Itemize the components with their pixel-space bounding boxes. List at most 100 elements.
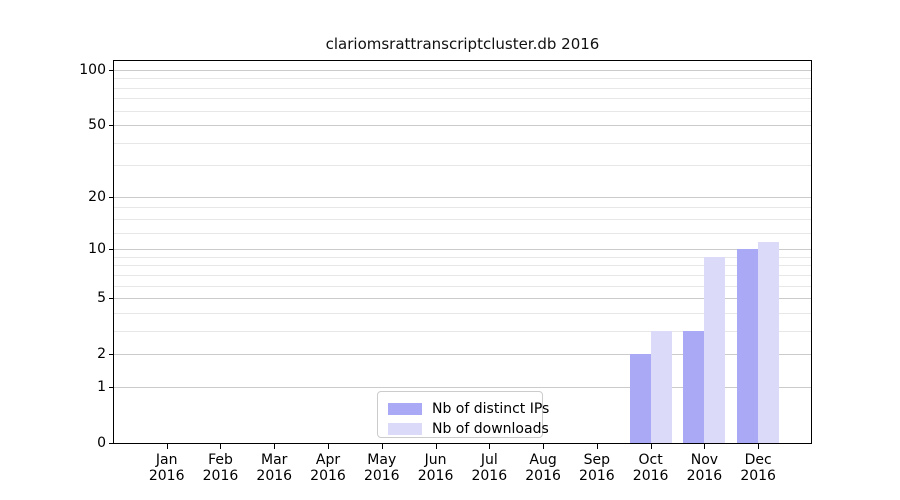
x-tick-label-line: 2016 (417, 468, 454, 484)
x-tick-mark (489, 444, 491, 449)
minor-gridline (114, 207, 811, 209)
legend-item-downloads: Nb of downloads (388, 419, 549, 439)
x-tick-label-line: 2016 (740, 468, 776, 484)
x-tick-mark (166, 444, 168, 449)
major-gridline (114, 298, 811, 300)
x-tick-label-line: 2016 (363, 468, 400, 484)
x-tick-label: Nov 2016 (677, 452, 731, 484)
bar-distinct-ips (737, 249, 759, 443)
x-tick-label-line: Jun (424, 452, 447, 468)
y-tick-mark (109, 298, 114, 300)
major-gridline (114, 386, 811, 388)
x-tick-mark (596, 444, 598, 449)
x-tick-label-line: 2016 (148, 468, 185, 484)
major-gridline (114, 125, 811, 127)
x-tick-label: Feb 2016 (193, 452, 247, 484)
x-tick-label-line: Nov (690, 452, 719, 468)
x-tick-label-line: Aug (529, 452, 557, 468)
minor-gridline (114, 256, 811, 258)
y-tick-mark (109, 386, 114, 388)
x-tick-mark (758, 444, 760, 449)
x-tick-mark (328, 444, 329, 449)
y-tick-label: 1 (97, 378, 106, 395)
major-gridline (114, 354, 811, 356)
minor-gridline (114, 110, 811, 112)
y-tick-mark (109, 249, 114, 251)
y-tick-label: 50 (88, 117, 106, 134)
x-tick-mark (543, 444, 545, 449)
x-tick-label-line: 2016 (310, 468, 346, 484)
minor-gridline (114, 274, 811, 276)
bar-distinct-ips (683, 330, 705, 443)
bar-downloads (704, 256, 726, 443)
x-tick-label-line: Jul (480, 452, 498, 468)
x-tick-label: Oct 2016 (624, 452, 678, 484)
bar-downloads (758, 242, 780, 443)
legend-label-distinct-ips: Nb of distinct IPs (432, 401, 550, 417)
legend-item-distinct-ips: Nb of distinct IPs (388, 399, 549, 419)
x-tick-label-line: 2016 (256, 468, 293, 484)
y-tick-label: 100 (79, 62, 106, 78)
x-tick-mark (274, 444, 276, 449)
legend-label-downloads: Nb of downloads (432, 421, 549, 437)
chart-title: clariomsrattranscriptcluster.db 2016 (325, 35, 600, 53)
x-tick-label-line: Oct (638, 452, 663, 468)
x-tick-label-line: Dec (744, 452, 772, 468)
x-tick-label-line: Apr (315, 452, 341, 468)
x-tick-label-line: Mar (261, 452, 288, 468)
x-tick-mark (650, 444, 652, 449)
x-tick-label-line: 2016 (202, 468, 239, 484)
minor-gridline (114, 142, 811, 144)
bar-distinct-ips (629, 354, 651, 443)
major-gridline (114, 70, 811, 71)
x-tick-label-line: 2016 (471, 468, 508, 484)
x-tick-label-line: Sep (583, 452, 611, 468)
x-tick-label: Sep 2016 (570, 452, 624, 484)
minor-gridline (114, 330, 811, 332)
y-tick-mark (109, 70, 114, 71)
y-tick-label: 0 (97, 435, 106, 451)
minor-gridline (114, 78, 811, 80)
minor-gridline (114, 87, 811, 89)
legend: Nb of distinct IPs Nb of downloads (377, 391, 549, 439)
minor-gridline (114, 285, 811, 287)
x-tick-label: Dec 2016 (731, 452, 785, 484)
x-tick-label: Jan 2016 (140, 452, 194, 484)
y-tick-label: 10 (88, 241, 106, 258)
legend-swatch-distinct-ips (388, 403, 422, 415)
x-tick-label-line: May (367, 452, 397, 468)
plot-area (113, 60, 812, 444)
major-gridline (114, 196, 811, 198)
minor-gridline (114, 265, 811, 267)
y-tick-label: 20 (88, 188, 106, 205)
y-tick-mark (109, 443, 114, 444)
legend-swatch-downloads (388, 423, 422, 435)
x-tick-label: May 2016 (355, 452, 409, 484)
x-tick-label-line: 2016 (579, 468, 615, 484)
x-tick-label-line: 2016 (525, 468, 561, 484)
minor-gridline (114, 165, 811, 167)
y-tick-mark (109, 196, 114, 198)
y-tick-mark (109, 125, 114, 127)
minor-gridline (114, 218, 811, 220)
bar-downloads (650, 330, 672, 443)
minor-gridline (114, 98, 811, 100)
x-tick-label: Aug 2016 (516, 452, 570, 484)
x-tick-mark (435, 444, 437, 449)
x-tick-mark (704, 444, 706, 449)
x-tick-label-line: 2016 (632, 468, 669, 484)
x-tick-label: Mar 2016 (247, 452, 301, 484)
x-tick-label: Jul 2016 (462, 452, 516, 484)
y-tick-mark (109, 354, 114, 356)
minor-gridline (114, 232, 811, 234)
x-tick-label-line: Jan (155, 452, 178, 468)
x-tick-label-line: 2016 (686, 468, 723, 484)
minor-gridline (114, 312, 811, 314)
x-tick-label: Jun 2016 (409, 452, 463, 484)
major-gridline (114, 249, 811, 251)
x-tick-label-line: Feb (208, 452, 233, 468)
y-tick-label: 2 (97, 346, 106, 363)
x-tick-mark (220, 444, 222, 449)
y-tick-label: 5 (97, 290, 106, 307)
